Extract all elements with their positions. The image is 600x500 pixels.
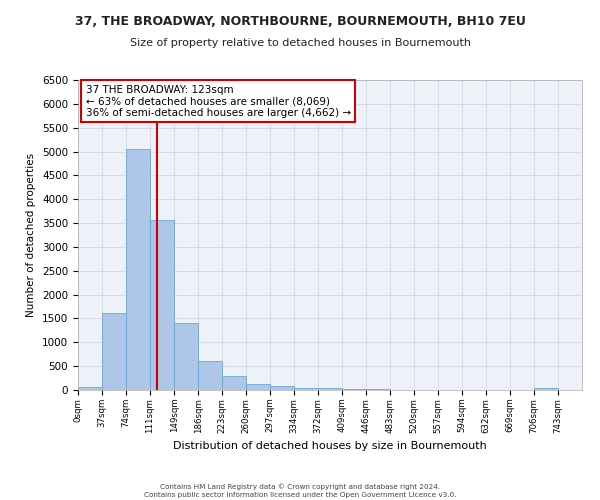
Bar (126, 148, 150, 390)
Bar (342, 388, 366, 390)
Bar (294, 388, 318, 390)
Bar (270, 386, 294, 390)
Bar (246, 384, 270, 390)
Bar (366, 389, 390, 390)
Text: Contains HM Land Registry data © Crown copyright and database right 2024.
Contai: Contains HM Land Registry data © Crown c… (144, 484, 456, 498)
Text: 37 THE BROADWAY: 123sqm
← 63% of detached houses are smaller (8,069)
36% of semi: 37 THE BROADWAY: 123sqm ← 63% of detache… (86, 84, 350, 118)
X-axis label: Distribution of detached houses by size in Bournemouth: Distribution of detached houses by size … (173, 441, 487, 451)
Bar (150, 220, 173, 390)
Bar (534, 388, 558, 390)
Bar (319, 388, 342, 390)
Text: Size of property relative to detached houses in Bournemouth: Size of property relative to detached ho… (130, 38, 470, 48)
Bar (78, 386, 102, 390)
Bar (222, 376, 246, 390)
Y-axis label: Number of detached properties: Number of detached properties (26, 153, 37, 317)
Bar (174, 323, 198, 390)
Text: 37, THE BROADWAY, NORTHBOURNE, BOURNEMOUTH, BH10 7EU: 37, THE BROADWAY, NORTHBOURNE, BOURNEMOU… (74, 15, 526, 28)
Bar (102, 312, 126, 390)
Bar (198, 361, 222, 390)
